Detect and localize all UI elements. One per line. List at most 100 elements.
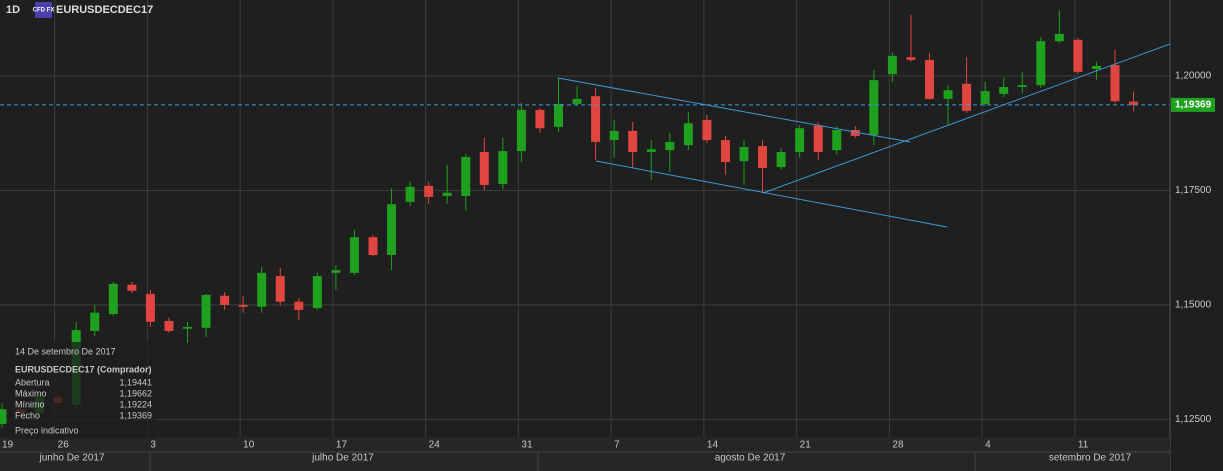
body (720, 140, 730, 163)
x-tick-label: 28 (892, 440, 904, 451)
body (702, 119, 712, 141)
x-tick-label: 14 (707, 440, 719, 451)
body (1091, 65, 1101, 70)
last-price-label: 1,19369 (1175, 100, 1212, 111)
body (516, 109, 526, 152)
body (1110, 65, 1120, 102)
body (0, 409, 7, 424)
body (628, 130, 638, 152)
body (962, 83, 972, 111)
last-price: 1,19369 (0, 97, 1215, 112)
grid (0, 0, 1170, 452)
x-tick-labels: 19 26 3 10 17 24 31 7 14 21 28 4 11 (2, 440, 1089, 451)
body (90, 312, 100, 332)
body (1129, 101, 1139, 105)
body (1054, 33, 1064, 42)
month-label: setembro De 2017 (1049, 453, 1132, 464)
body (498, 151, 508, 185)
body (850, 130, 860, 136)
body (387, 204, 397, 256)
badge-bg (35, 2, 52, 18)
body (145, 293, 155, 322)
x-tick-label: 24 (429, 440, 441, 451)
month-label: julho De 2017 (311, 453, 374, 464)
x-tick-label: 17 (336, 440, 348, 451)
body (925, 59, 934, 99)
body (572, 98, 582, 104)
y-tick-label: 1,17500 (1175, 185, 1212, 196)
channel-lower (595, 160, 948, 228)
body (368, 237, 378, 256)
body (275, 276, 285, 302)
info-value: 1,19662 (119, 388, 152, 398)
body (906, 57, 916, 60)
body (1073, 39, 1083, 72)
body (183, 326, 192, 329)
body (999, 86, 1009, 94)
info-value: 1,19224 (119, 399, 152, 409)
info-value: 1,19369 (119, 410, 152, 420)
body (776, 151, 786, 168)
y-tick-label: 1,20000 (1175, 71, 1212, 82)
body (312, 276, 322, 309)
x-tick-label: 7 (614, 440, 620, 451)
x-tick-label: 26 (58, 440, 70, 451)
y-tick-label: 1,12500 (1175, 414, 1212, 425)
info-value: 1,19441 (119, 377, 152, 387)
body (108, 283, 118, 315)
x-axis-bg (0, 437, 1170, 471)
body (887, 55, 897, 75)
month-label: agosto De 2017 (715, 453, 786, 464)
trend-lines (557, 43, 1171, 228)
body (591, 96, 601, 142)
info-date: 14 De setembro De 2017 (15, 346, 116, 356)
x-tick-label: 31 (521, 440, 533, 451)
x-tick-label: 3 (150, 440, 156, 451)
body (461, 157, 471, 196)
body (331, 270, 341, 273)
info-label: Mínimo (15, 399, 45, 409)
header: 1D CFD FX EURUSDECDEC17 (6, 2, 153, 18)
body (238, 304, 248, 307)
x-tick-label: 19 (2, 440, 14, 451)
body (349, 237, 359, 273)
body (646, 149, 656, 152)
info-label: Máximo (15, 388, 47, 398)
body (665, 141, 675, 151)
body (405, 186, 415, 202)
body (201, 294, 211, 328)
body (1036, 41, 1046, 86)
trend-up (762, 43, 1171, 194)
body (609, 130, 619, 141)
body (943, 90, 953, 99)
body (832, 130, 842, 151)
body (683, 123, 693, 146)
symbol: EURUSDECDEC17 (56, 4, 153, 16)
info-label: Abertura (15, 377, 50, 387)
x-tick-label: 21 (800, 440, 812, 451)
body (424, 185, 434, 197)
info-label: Fecho (15, 410, 40, 420)
month-label: junho De 2017 (38, 453, 104, 464)
body (442, 192, 452, 196)
body (535, 109, 545, 129)
body (980, 91, 990, 104)
info-note: Preço indicativo (15, 425, 79, 435)
channel-upper (557, 77, 911, 143)
info-rows: Abertura 1,19441 Máximo 1,19662 Mínimo 1,1922… (15, 377, 152, 420)
info-panel: 14 De setembro De 2017 EURUSDECDEC17 (Co… (8, 342, 156, 439)
info-bg (8, 342, 156, 439)
badge: CFD FX (33, 8, 55, 14)
y-tick-label: 1,15000 (1175, 300, 1212, 311)
interval: 1D (6, 4, 20, 16)
last-price-box (1171, 97, 1215, 112)
body (220, 295, 230, 305)
body (127, 284, 137, 291)
body (813, 125, 823, 152)
body (479, 151, 489, 185)
body (257, 272, 267, 307)
x-tick-label: 4 (985, 440, 991, 451)
body (739, 146, 749, 162)
x-tick-label: 11 (1078, 440, 1089, 451)
